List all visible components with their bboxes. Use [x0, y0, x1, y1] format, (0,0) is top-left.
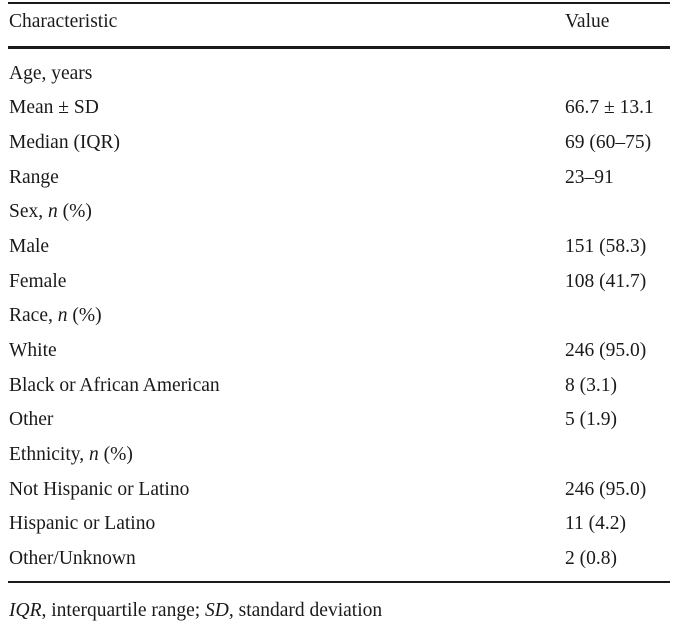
table-row: Mean ± SD 66.7 ± 13.1 [9, 95, 669, 121]
section-sex-heading: Sex, n (%) [9, 199, 669, 225]
row-label: Not Hispanic or Latino [9, 479, 190, 500]
row-label: Other/Unknown [9, 548, 136, 569]
header-characteristic: Characteristic [9, 11, 118, 32]
table-row: Black or African American 8 (3.1) [9, 373, 669, 399]
row-value: 246 (95.0) [565, 479, 647, 500]
row-label: Mean ± SD [9, 97, 99, 118]
row-label: Male [9, 236, 50, 257]
row-value: 2 (0.8) [565, 548, 617, 569]
footnote-def-sd: , standard deviation [228, 600, 383, 621]
section-race-heading: Race, n (%) [9, 303, 669, 329]
table-row: Male 151 (58.3) [9, 234, 669, 260]
section-label: Sex, n (%) [9, 201, 92, 222]
table-header-rule [8, 46, 670, 49]
row-value: 5 (1.9) [565, 409, 617, 430]
table-row: Other/Unknown 2 (0.8) [9, 546, 669, 572]
table-footnote: IQR, interquartile range; SD, standard d… [9, 598, 382, 624]
table-header-row: Characteristic Value [9, 9, 669, 35]
row-value: 8 (3.1) [565, 375, 617, 396]
row-value: 11 (4.2) [565, 513, 627, 534]
row-value: 246 (95.0) [565, 340, 647, 361]
table-row: White 246 (95.0) [9, 338, 669, 364]
section-label: Ethnicity, n (%) [9, 444, 133, 465]
table-row: Female 108 (41.7) [9, 269, 669, 295]
row-label: Other [9, 409, 54, 430]
row-value: 69 (60–75) [565, 132, 652, 153]
footnote-abbr-iqr: IQR [9, 600, 42, 621]
row-label: Black or African American [9, 375, 220, 396]
section-ethnicity-heading: Ethnicity, n (%) [9, 442, 669, 468]
row-label: White [9, 340, 57, 361]
row-label: Range [9, 167, 59, 188]
footnote-abbr-sd: SD [205, 600, 229, 621]
row-label: Median (IQR) [9, 132, 121, 153]
table-row: Not Hispanic or Latino 246 (95.0) [9, 477, 669, 503]
table-top-rule [8, 2, 670, 4]
table-row: Other 5 (1.9) [9, 407, 669, 433]
row-label: Hispanic or Latino [9, 513, 156, 534]
section-label: Race, n (%) [9, 305, 102, 326]
row-value: 23–91 [565, 167, 614, 188]
row-value: 66.7 ± 13.1 [565, 97, 654, 118]
table-bottom-rule [8, 581, 670, 583]
table-row: Median (IQR) 69 (60–75) [9, 130, 669, 156]
row-value: 108 (41.7) [565, 271, 647, 292]
row-label: Female [9, 271, 67, 292]
section-age-heading: Age, years [9, 61, 669, 87]
header-value: Value [565, 11, 610, 32]
table-row: Hispanic or Latino 11 (4.2) [9, 511, 669, 537]
footnote-def-iqr: , interquartile range; [41, 600, 206, 621]
table-row: Range 23–91 [9, 165, 669, 191]
row-value: 151 (58.3) [565, 236, 647, 257]
section-label: Age, years [9, 63, 93, 84]
